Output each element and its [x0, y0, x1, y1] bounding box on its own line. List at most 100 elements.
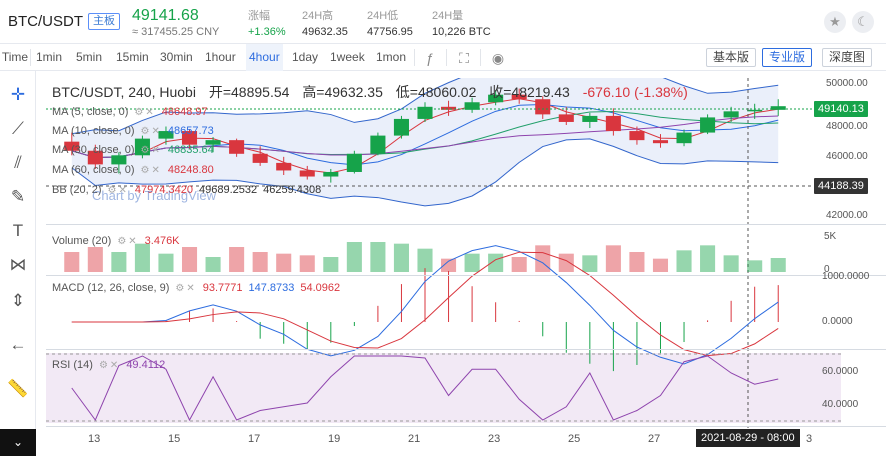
volume-bar	[252, 252, 268, 272]
trend-line-icon[interactable]: ⟋	[12, 119, 24, 138]
macd-line	[71, 245, 779, 365]
price-tick: 42000.00	[826, 210, 868, 221]
bollinger-lower	[71, 138, 779, 207]
view-depth-button[interactable]: 深度图	[822, 48, 873, 67]
volume-bar	[64, 252, 80, 272]
volume-bar	[417, 248, 433, 272]
candle-body	[323, 171, 339, 177]
x-label: 13	[88, 433, 101, 445]
favorite-star-icon[interactable]: ★	[824, 11, 846, 33]
volume-bar	[770, 258, 786, 272]
chart-area[interactable]: BTC/USDT, 240, Huobi 开=48895.54 高=49632.…	[46, 78, 886, 456]
x-label: 3	[806, 433, 813, 445]
ma30-legend[interactable]: MA (30, close, 0) ⚙✕ 46835.64	[52, 144, 214, 156]
stat-change: 涨幅 +1.36%	[248, 10, 286, 38]
volume-bar	[582, 255, 598, 272]
interval-15min[interactable]: 15min	[116, 50, 149, 64]
interval-1day[interactable]: 1day	[292, 50, 319, 64]
candle-body	[299, 170, 315, 177]
pair-title[interactable]: BTC/USDT	[8, 13, 83, 30]
interval-1mon[interactable]: 1mon	[376, 50, 407, 64]
volume-bar	[629, 252, 645, 272]
back-arrow-icon[interactable]: ←	[9, 335, 27, 354]
x-label: 25	[568, 433, 581, 445]
fullscreen-icon[interactable]: ⛶	[459, 50, 469, 66]
volume-bar	[111, 252, 127, 272]
macd-legend[interactable]: MACD (12, 26, close, 9) ⚙✕ 93.7771 147.8733…	[52, 282, 341, 294]
stat-low: 24H低 47756.95	[367, 10, 413, 38]
rsi-legend[interactable]: RSI (14) ⚙✕ 49.4112	[52, 359, 166, 371]
candle-body	[676, 132, 692, 144]
pane-divider	[46, 349, 886, 350]
volume-bar	[605, 245, 621, 272]
brush-icon[interactable]: ✎	[10, 187, 26, 206]
candle-body	[652, 140, 669, 144]
candle-body	[276, 162, 292, 171]
crosshair-icon[interactable]: ✛	[10, 85, 26, 104]
volume-bar	[370, 242, 386, 272]
pane-divider	[46, 275, 886, 276]
interval-1week[interactable]: 1week	[330, 50, 365, 64]
volume-tick: 0	[824, 264, 830, 275]
candle-body	[488, 94, 504, 103]
crosshair-price-tag: 44188.39	[814, 178, 868, 194]
measure-icon[interactable]: ⇕	[10, 291, 26, 310]
text-icon[interactable]: T	[12, 221, 24, 240]
macd-tick: 1000.0000	[822, 271, 870, 282]
fib-icon[interactable]: ⫽	[14, 153, 22, 172]
volume-bar	[676, 250, 692, 272]
bollinger-upper	[71, 78, 779, 135]
volume-bar	[181, 247, 198, 272]
candle-body	[87, 150, 103, 165]
divider	[414, 49, 415, 66]
view-basic-button[interactable]: 基本版	[706, 48, 757, 67]
price-tick: 50000.00	[826, 78, 868, 89]
theme-moon-icon[interactable]: ☾	[852, 11, 874, 33]
pattern-icon[interactable]: ⋈	[9, 255, 27, 274]
settings-icons: ⚙✕	[98, 360, 121, 371]
interval-1hour[interactable]: 1hour	[205, 50, 236, 64]
volume-bar	[652, 258, 669, 272]
change-value: -676.10 (-1.38%)	[582, 84, 688, 100]
candle-body	[441, 106, 457, 110]
snapshot-icon[interactable]: ◉	[491, 50, 505, 66]
interval-1min[interactable]: 1min	[36, 50, 63, 64]
volume-bar	[558, 253, 574, 272]
tradingview-watermark: Chart by TradingView	[92, 188, 217, 203]
candle-body	[770, 106, 786, 110]
volume-bar	[393, 243, 409, 272]
x-label: 21	[408, 433, 421, 445]
settings-icons: ⚙✕	[107, 185, 129, 196]
ruler-icon[interactable]: 📏	[7, 379, 29, 398]
settings-icons: ⚙✕	[140, 126, 162, 137]
interval-30min[interactable]: 30min	[160, 50, 193, 64]
pane-divider	[46, 426, 886, 427]
price-cny: ≈ 317455.25 CNY	[132, 26, 220, 38]
ma10-legend[interactable]: MA (10, close, 0) ⚙✕ 48657.73	[52, 125, 214, 137]
x-label: 19	[328, 433, 341, 445]
volume-bar	[229, 247, 245, 272]
ohlc-legend: BTC/USDT, 240, Huobi 开=48895.54 高=49632.…	[52, 82, 697, 102]
bb-legend[interactable]: BB (20, 2) ⚙✕ 47974.3420 49689.2532 46259.43…	[52, 184, 322, 196]
low-value: 低=48060.02	[395, 84, 477, 100]
interval-4hour[interactable]: 4hour	[246, 44, 283, 71]
candle-body	[582, 115, 598, 122]
ma60-legend[interactable]: MA (60, close, 0) ⚙✕ 48248.80	[52, 164, 214, 176]
collapse-toolbar-icon[interactable]: ⌄	[0, 429, 36, 456]
open-value: 开=48895.54	[208, 84, 290, 100]
ma5-legend[interactable]: MA (5, close, 0) ⚙✕ 48648.97	[52, 106, 208, 118]
candle-body	[111, 155, 127, 165]
volume-bar	[441, 258, 457, 272]
candle-body	[605, 115, 621, 132]
macd-signal-line	[71, 251, 779, 357]
candle-body	[252, 153, 268, 163]
interval-5min[interactable]: 5min	[76, 50, 103, 64]
indicator-icon[interactable]: ƒ	[426, 50, 434, 66]
price-chart[interactable]	[46, 78, 886, 456]
volume-bar	[511, 257, 527, 272]
drawing-toolbar: ✛ ⟋ ⫽ ✎ T ⋈ ⇕ ← 📏 ⌄	[0, 71, 36, 456]
volume-legend[interactable]: Volume (20) ⚙✕ 3.476K	[52, 235, 180, 247]
volume-bar	[535, 245, 551, 272]
view-pro-button[interactable]: 专业版	[762, 48, 813, 67]
interval-time[interactable]: Time	[1, 50, 29, 64]
